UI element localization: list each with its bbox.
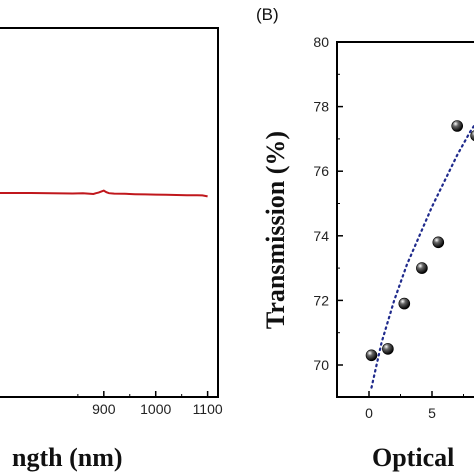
panel-b-fit-line: [370, 123, 474, 389]
panel-b-x-tick-label: 0: [365, 405, 373, 421]
panel-a-axis-frame: [0, 27, 219, 398]
panel-b-data-point: [382, 343, 394, 355]
panel-b-y-tick-label: 78: [313, 99, 329, 115]
panel-a-x-tick-label: 900: [92, 401, 116, 417]
panel-b-y-tick-label: 74: [313, 228, 329, 244]
panel-a-x-tick-label: 1100: [193, 401, 223, 417]
panel-b-data-point: [365, 349, 378, 362]
panel-a-x-tick-label: 1000: [140, 401, 171, 417]
panel-a-series-line: [0, 189, 208, 198]
panel-a: 900 1000 1100 ngth (nm): [0, 27, 223, 472]
panel-b: (B) 70 72 74 76 78 80 0 5 Transmission (%) Opti…: [256, 5, 474, 472]
panel-b-y-tick-label: 80: [313, 34, 329, 50]
panel-b-y-tick-label: 70: [313, 357, 329, 373]
panel-a-ticks: 900 1000 1100: [77, 391, 223, 417]
panel-b-data-point: [470, 130, 474, 142]
panel-b-data-point: [451, 120, 464, 132]
panel-b-data-point: [416, 262, 428, 274]
panel-b-ticks: 70 72 74 76 78 80 0 5: [313, 34, 464, 421]
panel-b-y-tick-label: 76: [313, 163, 329, 179]
panel-b-points: [365, 120, 474, 362]
panel-b-data-point: [398, 297, 411, 310]
panel-a-x-axis-title: ngth (nm): [12, 443, 123, 472]
panel-b-x-axis-title: Optical: [372, 443, 454, 472]
panel-b-axis-frame: [336, 41, 474, 398]
panel-b-data-point: [432, 236, 445, 249]
panel-b-y-axis-title: Transmission (%): [261, 131, 290, 329]
panel-b-x-tick-label: 5: [428, 405, 436, 421]
panel-b-label: (B): [256, 5, 279, 24]
panel-b-y-tick-label: 72: [313, 292, 329, 308]
